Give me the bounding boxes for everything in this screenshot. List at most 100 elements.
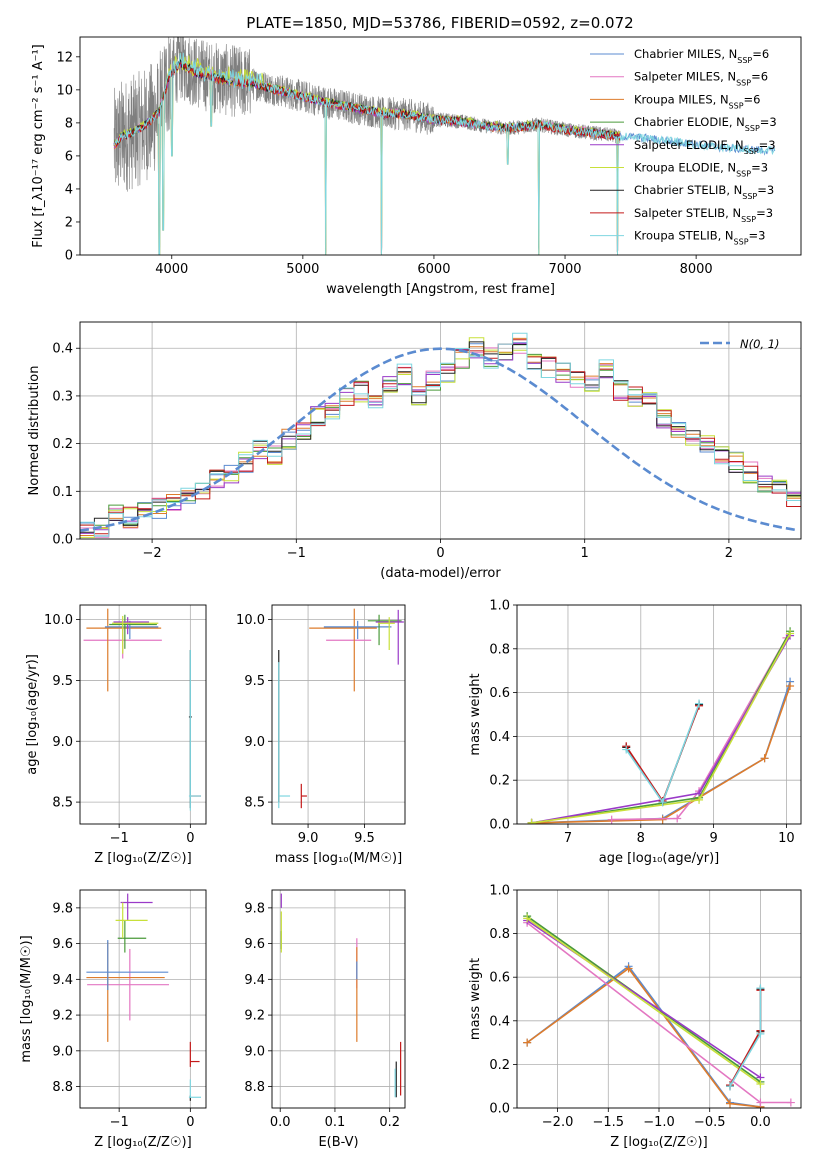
x-tick-label: 0 [186,1115,194,1130]
weight-marker [624,964,633,973]
weight-marker [786,1098,795,1107]
y-tick-label: 10.0 [44,613,73,628]
axes-frame [79,889,207,1109]
x-tick-label: 0.0 [270,1115,291,1130]
x-tick-label: −2 [143,546,162,561]
y-tick-label: 0.0 [489,818,510,833]
x-tick-label: 0.1 [325,1115,346,1130]
y-tick-label: 0.8 [489,927,510,942]
x-tick-label: 0 [436,546,444,561]
y-tick-label: 1.0 [489,884,510,899]
y-tick-label: 8.8 [52,1080,73,1095]
weight-line [526,967,761,1108]
weight-marker [786,629,795,638]
weight-marker [658,815,667,824]
y-tick-label: 0.2 [489,774,510,789]
x-axis-label: E(B-V) [318,1135,358,1150]
weight-line [625,703,700,804]
weight-line [611,637,788,821]
x-tick-label: 9.0 [298,831,319,846]
weight-marker [695,795,704,804]
y-tick-label: 0.6 [489,686,510,701]
axes-frame [79,321,802,540]
axes-frame [271,604,406,825]
y-tick-label: 0.6 [489,971,510,986]
weight-marker [756,1029,765,1038]
x-tick-label: 5000 [286,262,319,277]
axes-frame [79,36,802,256]
x-tick-label: 0 [186,831,194,846]
x-tick-label: 9 [709,831,717,846]
panel-weight-vs-Z: −2.0 −1.5 −1.0 −0.5 0.0 0.0 0.2 0.4 0.6 0.8 1.0 Z [… [468,884,802,1150]
histogram-step [80,342,801,534]
panel-mass-vs-EBV: 0.0 0.1 0.2 8.8 9.0 9.2 9.4 9.6 9.8 E(B-V) [244,889,406,1150]
x-tick-label: 2 [725,546,733,561]
x-tick-label: 7 [564,831,572,846]
y-tick-label: 8 [65,116,73,131]
x-tick-label: 8000 [680,262,713,277]
model-spectrum-line [113,52,776,255]
y-tick-label: 9.2 [244,1009,265,1024]
x-tick-label: −1 [287,546,306,561]
legend-entry: Kroupa STELIB, NSSP=3 [634,229,765,247]
y-tick-label: 0 [65,249,73,264]
panel-spectrum: 4000 5000 6000 7000 8000 0 2 4 6 8 10 12 wavelength … [31,36,802,297]
mass_vs_Z-plot-area [86,893,202,1101]
weight-line [531,685,791,824]
legend-entry: Chabrier MILES, NSSP=6 [634,47,769,65]
y-tick-label: 0.4 [489,730,510,745]
weight-marker [658,798,667,807]
y-tick-label: 0.4 [489,1014,510,1029]
panel-age-vs-Z: −1 0 8.5 9.0 9.5 10.0 Z [log₁₀(Z/Z☉)] age [log₁… [25,604,207,866]
weight-marker [523,1038,532,1047]
y-tick-label: 9.8 [52,901,73,916]
histogram-step [80,332,801,537]
y-tick-label: 0.1 [52,485,73,500]
x-tick-label: −1.0 [643,1115,675,1130]
x-tick-label: −2.0 [542,1115,574,1130]
weight-marker [786,682,795,691]
panel-mass-vs-Z: −1 0 8.8 9.0 9.2 9.4 9.6 9.8 Z [log₁₀(Z/Z☉)] mass… [19,889,207,1150]
y-axis-label: mass [log₁₀(M/M☉)] [19,935,34,1062]
axes-frame [516,889,802,1109]
weight-line [625,705,700,803]
age_vs_Z-plot-area [83,608,202,811]
x-tick-label: 7000 [548,262,581,277]
x-axis-label: mass [log₁₀(M/M☉)] [275,851,402,866]
weight-marker [523,914,532,923]
y-tick-label: 10 [56,83,73,98]
x-axis-label: wavelength [Angstrom, rest frame] [326,282,555,297]
weight-marker [673,814,682,823]
x-tick-label: 9.5 [354,831,375,846]
histogram-step [80,337,801,538]
y-tick-label: 9.4 [244,973,265,988]
legend-entry: Chabrier ELODIE, NSSP=3 [634,115,777,133]
weight-marker [756,984,765,993]
x-tick-label: 0.2 [379,1115,400,1130]
weight-marker [726,1099,734,1108]
y-tick-label: 2 [65,215,73,230]
x-tick-label: −1 [110,1115,129,1130]
y-tick-label: 8.5 [52,796,73,811]
weight-marker [695,699,704,708]
x-axis-label: Z [log₁₀(Z/Z☉)] [94,851,191,866]
panel-residual-hist: −2 −1 0 1 2 0.0 0.1 0.2 0.3 0.4 (data-model)/error… [27,321,802,581]
weight-line [526,917,761,1085]
weight-marker [760,754,769,763]
y-tick-label: 0.0 [489,1102,510,1117]
y-tick-label: 0.2 [489,1058,510,1073]
y-axis-label: mass weight [468,958,483,1040]
y-tick-label: 9.0 [244,735,265,750]
axes-frame [516,604,802,825]
axes-frame [79,604,207,825]
y-tick-label: 0.0 [52,533,73,548]
spectrum-plot-area [113,37,776,255]
mass_vs_EBV-plot-area [280,893,402,1098]
weight-marker [607,815,616,824]
y-axis-label: Normed distribution [27,366,42,496]
x-tick-label: 0.0 [750,1115,771,1130]
y-axis-label: Flux [f_λ10⁻¹⁷ erg cm⁻² s⁻¹ A⁻¹] [31,44,46,248]
y-axis-label: age [log₁₀(age/yr)] [25,654,40,775]
panel-age-vs-mass: 9.0 9.5 8.5 9.0 9.5 10.0 mass [log₁₀(M/M☉)] [236,604,406,866]
